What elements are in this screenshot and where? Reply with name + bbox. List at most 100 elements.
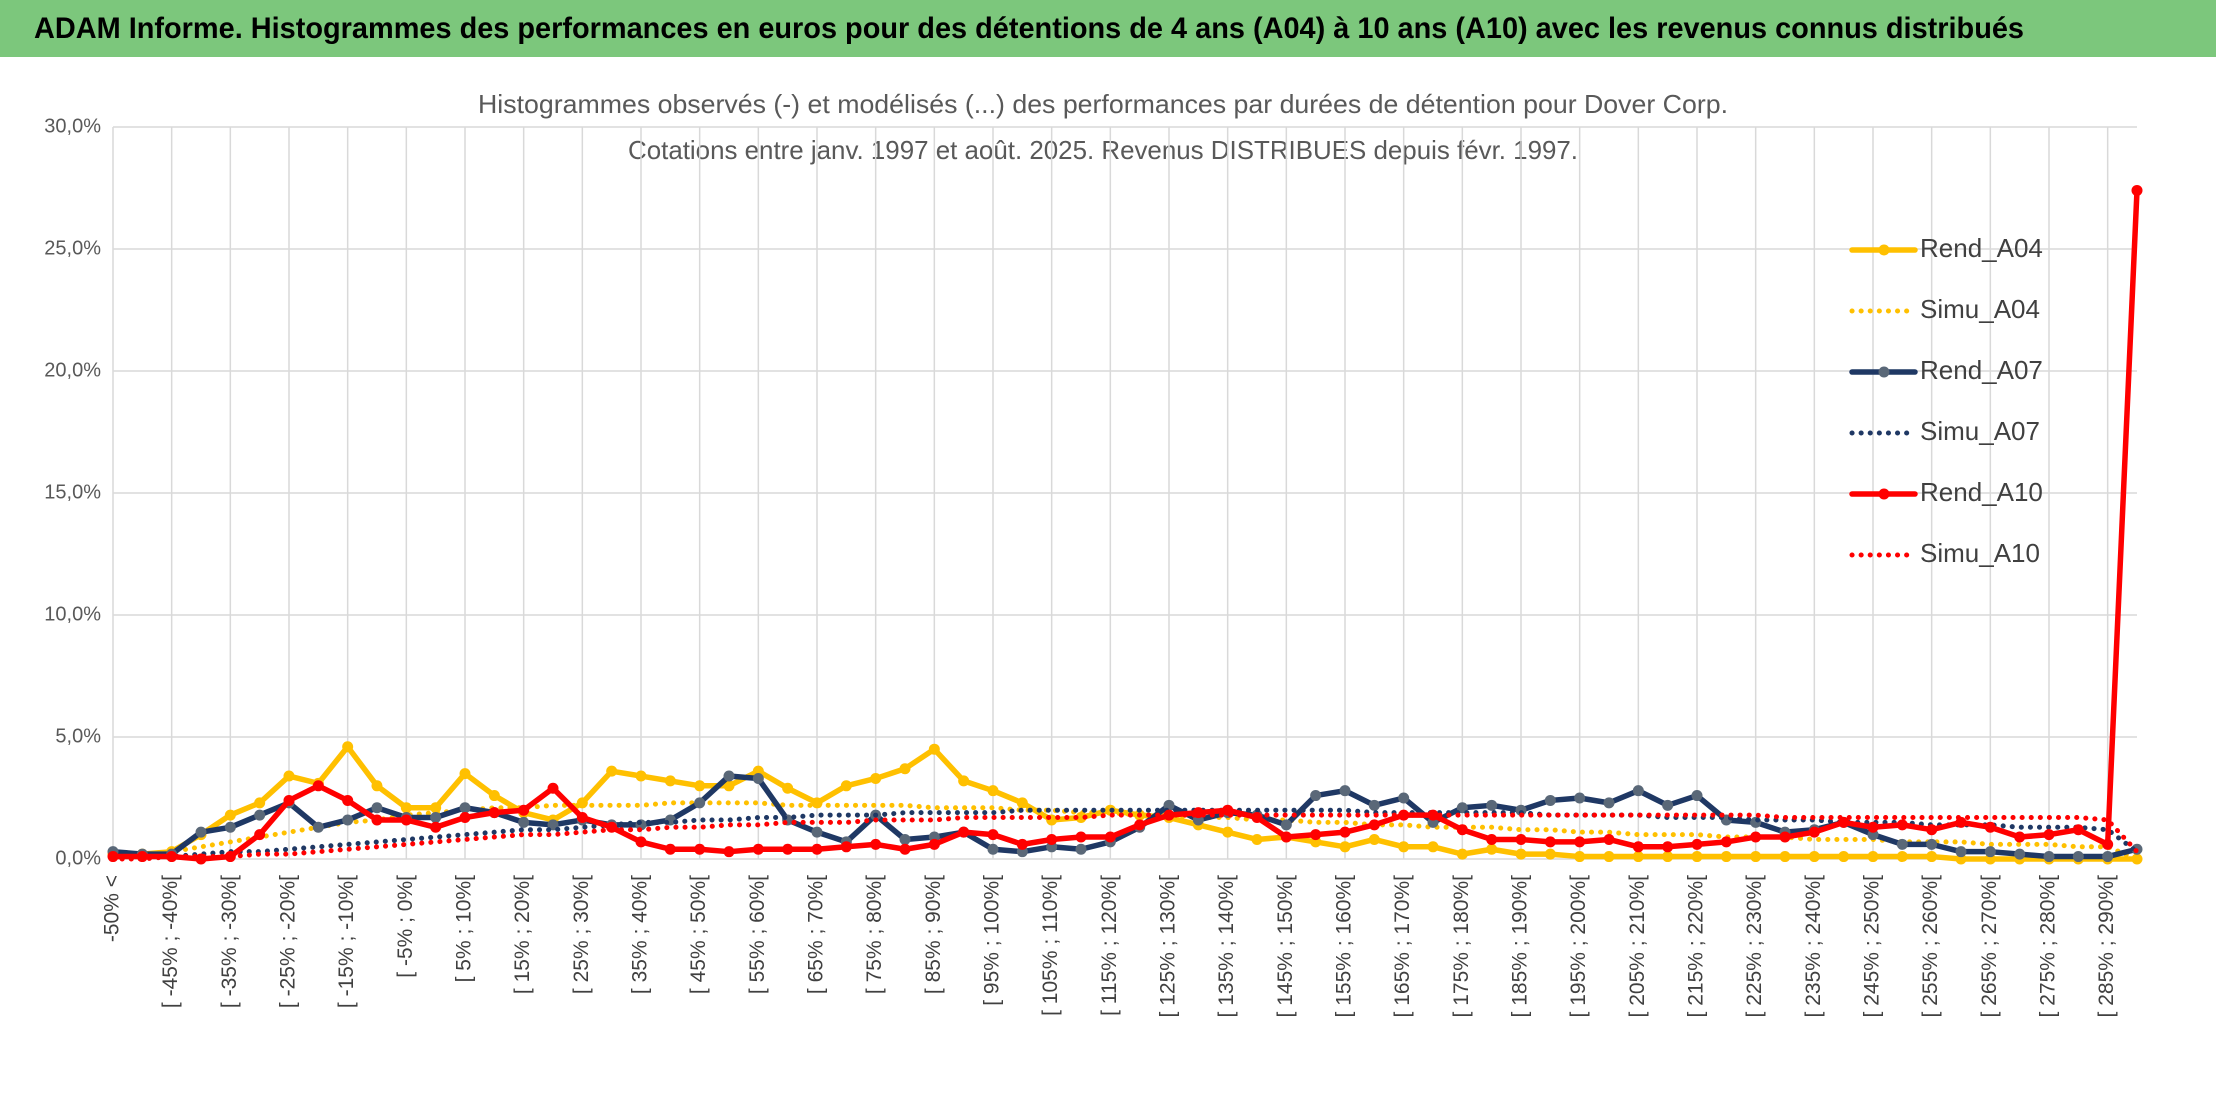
- data-point: [1486, 843, 1498, 855]
- data-point: [606, 765, 618, 777]
- data-point: [1867, 851, 1879, 863]
- data-point: [1280, 831, 1292, 843]
- y-tick-label: 10,0%: [44, 603, 101, 625]
- data-point: [1016, 838, 1028, 850]
- legend-marker: [1878, 244, 1890, 256]
- data-point: [488, 807, 500, 819]
- x-tick-label: [ 285% ; 290%[: [2095, 875, 2118, 1018]
- x-tick-label: [ 65% ; 70%[: [805, 875, 828, 994]
- x-tick-label: [ 165% ; 170%[: [1391, 875, 1414, 1018]
- data-point: [459, 812, 471, 824]
- x-tick-label: [ 25% ; 30%[: [570, 875, 593, 994]
- data-point: [1544, 848, 1556, 860]
- data-point: [928, 838, 940, 850]
- data-point: [224, 821, 236, 833]
- x-tick-label: [ 135% ; 140%[: [1215, 875, 1238, 1018]
- data-point: [1456, 824, 1468, 836]
- data-point: [1808, 826, 1820, 838]
- data-point: [899, 833, 911, 845]
- data-point: [547, 819, 559, 831]
- legend: Rend_A04 Simu_A04 Rend_A07 Simu_A07 Rend_A10…: [1849, 233, 2043, 568]
- data-point: [430, 812, 442, 824]
- data-point: [547, 782, 559, 794]
- data-point: [694, 797, 706, 809]
- data-point: [694, 780, 706, 792]
- data-point: [928, 743, 940, 755]
- data-point: [342, 741, 354, 753]
- chart-subtitle: Cotations entre janv. 1997 et août. 2025…: [628, 135, 1578, 165]
- x-tick-label: [ 125% ; 130%[: [1157, 875, 1180, 1018]
- data-point: [254, 809, 266, 821]
- x-tick-label: [ 185% ; 190%[: [1509, 875, 1532, 1018]
- data-point: [694, 843, 706, 855]
- data-point: [1075, 831, 1087, 843]
- x-tick-label: [ 195% ; 200%[: [1567, 875, 1590, 1018]
- data-point: [2072, 851, 2084, 863]
- x-tick-label: [ 145% ; 150%[: [1274, 875, 1297, 1018]
- x-tick-label: [ 105% ; 110%[: [1039, 875, 1062, 1016]
- data-point: [254, 797, 266, 809]
- data-point: [1544, 836, 1556, 848]
- data-point: [723, 770, 735, 782]
- x-tick-label: [ 235% ; 240%[: [1802, 875, 1825, 1018]
- data-point: [224, 809, 236, 821]
- data-point: [459, 768, 471, 780]
- data-point: [1075, 843, 1087, 855]
- data-point: [1398, 841, 1410, 853]
- data-point: [342, 794, 354, 806]
- data-point: [1310, 790, 1322, 802]
- data-point: [1632, 785, 1644, 797]
- header-title: ADAM Informe. Histogrammes des performan…: [34, 12, 2024, 45]
- data-point: [371, 780, 383, 792]
- data-point: [664, 775, 676, 787]
- x-tick-label: [ 115% ; 120%[: [1098, 875, 1121, 1016]
- data-point: [1280, 819, 1292, 831]
- data-point: [987, 843, 999, 855]
- x-tick-label: [ -25% ; -20%[: [277, 875, 300, 1008]
- data-point: [752, 843, 764, 855]
- data-point: [1867, 821, 1879, 833]
- data-point: [1691, 790, 1703, 802]
- data-point: [1926, 824, 1938, 836]
- data-point: [2043, 851, 2055, 863]
- data-point: [430, 821, 442, 833]
- data-point: [1515, 833, 1527, 845]
- data-point: [1016, 797, 1028, 809]
- data-point: [1368, 799, 1380, 811]
- y-tick-label: 0,0%: [55, 847, 101, 869]
- data-point: [1750, 851, 1762, 863]
- data-point: [2131, 184, 2143, 196]
- data-point: [1632, 841, 1644, 853]
- data-point: [166, 851, 178, 863]
- data-point: [752, 772, 764, 784]
- data-point: [870, 772, 882, 784]
- data-point: [1632, 851, 1644, 863]
- y-tick-label: 15,0%: [44, 481, 101, 503]
- data-point: [283, 770, 295, 782]
- data-point: [1720, 851, 1732, 863]
- data-point: [576, 812, 588, 824]
- data-point: [1896, 851, 1908, 863]
- data-point: [459, 802, 471, 814]
- data-point: [782, 782, 794, 794]
- data-point: [1544, 794, 1556, 806]
- data-point: [2014, 848, 2026, 860]
- y-tick-label: 5,0%: [55, 725, 101, 747]
- x-tick-label: [ 5% ; 10%[: [453, 875, 476, 983]
- data-point: [1339, 785, 1351, 797]
- data-point: [1720, 836, 1732, 848]
- data-point: [518, 804, 530, 816]
- data-point: [635, 770, 647, 782]
- data-point: [811, 843, 823, 855]
- x-tick-label: [ 35% ; 40%[: [629, 875, 652, 994]
- legend-label: Rend_A07: [1920, 355, 2043, 385]
- data-point: [1955, 846, 1967, 858]
- data-point: [1251, 833, 1263, 845]
- y-tick-label: 20,0%: [44, 359, 101, 381]
- series-line: [110, 812, 2140, 862]
- x-tick-label: [ 255% ; 260%[: [1919, 875, 1942, 1018]
- data-point: [958, 826, 970, 838]
- data-point: [1486, 833, 1498, 845]
- series-line: [110, 807, 2140, 862]
- series-line: [110, 773, 2140, 860]
